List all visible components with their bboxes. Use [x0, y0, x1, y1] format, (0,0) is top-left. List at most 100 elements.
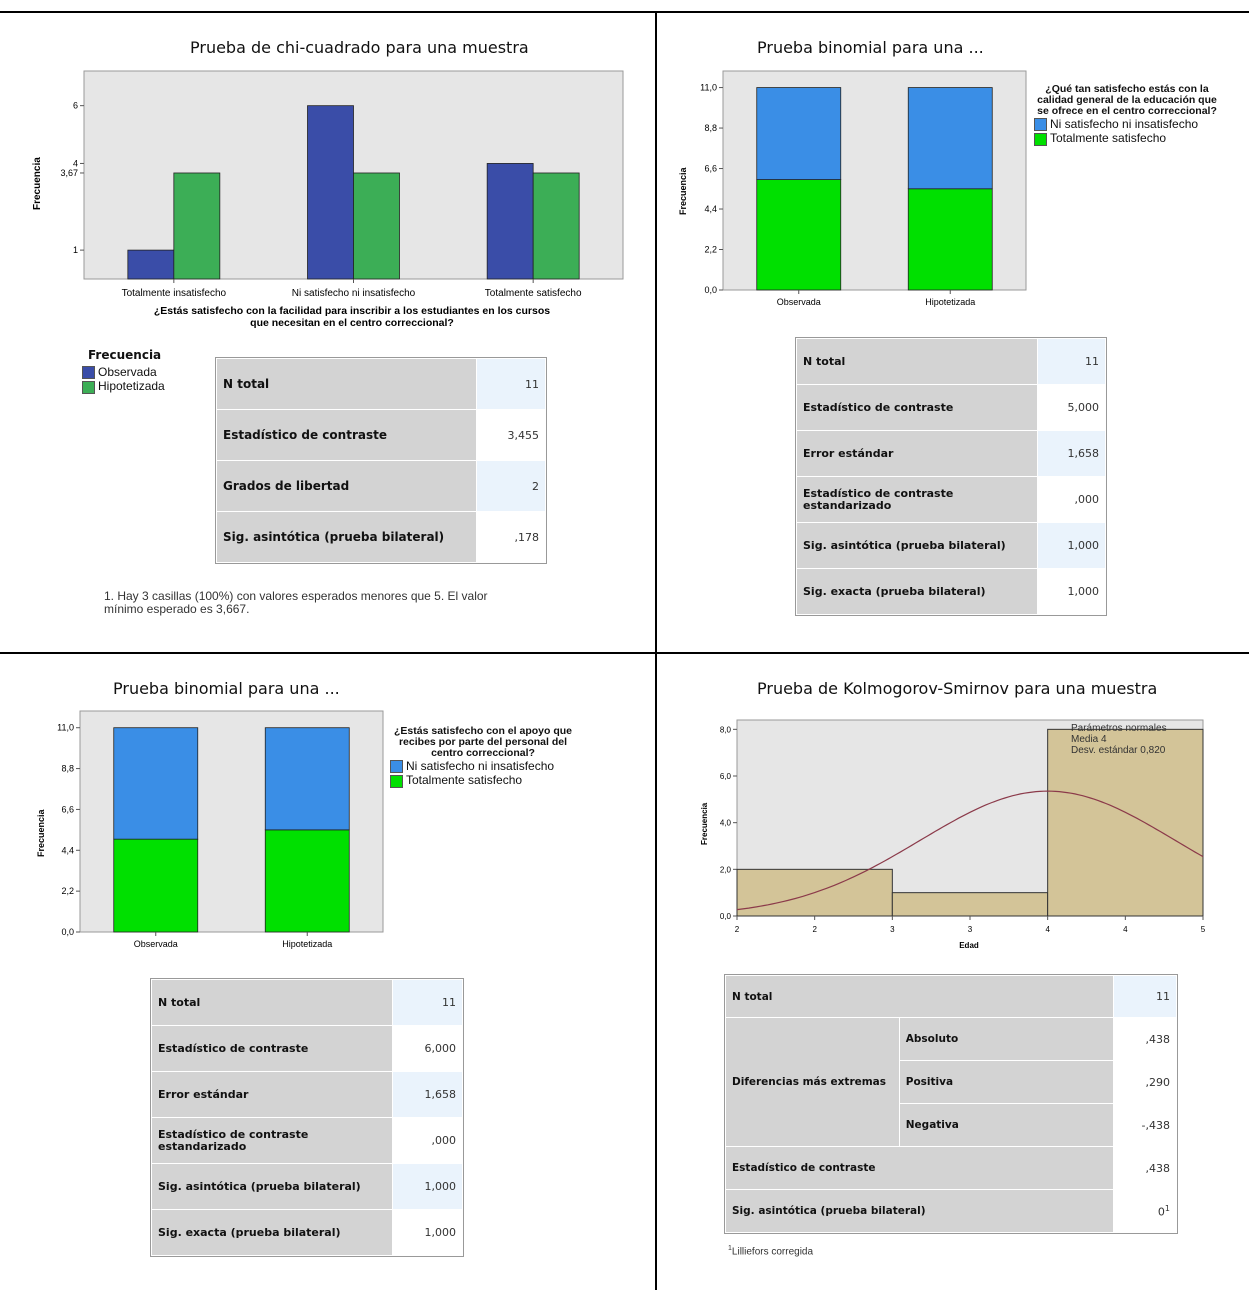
stacked-bar-segment: [264, 727, 350, 831]
chi-xtick-label: Ni satisfecho ni insatisfecho: [292, 288, 416, 299]
chi-bar: [127, 249, 175, 280]
chi-ytick-label: 3,67: [60, 168, 78, 178]
chi-xlabel-line1: ¿Estás satisfecho con la facilidad para …: [154, 305, 550, 317]
chi-ytick-label: 1: [73, 245, 78, 255]
chi-chart: 1 3,674 6 Totalmente insatisfecho Ni satisfe…: [32, 70, 624, 329]
stat-label: Sig. exacta (prueba bilateral): [151, 1209, 393, 1256]
binom1-chart: 0,0 2,2 4,4 6,6 8,8 11,0 Observada Hipotetizada…: [678, 70, 1027, 307]
stat-value: -,438: [1112, 1103, 1178, 1147]
stat-value: 11: [476, 358, 546, 410]
binom2-legend-blue-label: Ni satisfecho ni insatisfecho: [406, 759, 555, 773]
stack-ytick-label: 2,2: [61, 886, 74, 896]
stat-label: N total: [796, 338, 1038, 385]
table-row: Sig. exacta (prueba bilateral) 1,000: [151, 1209, 463, 1256]
table-row: Negativa -,438: [726, 1103, 1178, 1147]
table-row: Grados de libertad 2: [216, 460, 546, 512]
stack-ytick-label: 11,0: [700, 83, 717, 93]
stat-value: 1,000: [392, 1209, 463, 1256]
sig-value: 0: [1157, 1205, 1165, 1219]
stat-value: 1,000: [1037, 522, 1106, 569]
table-row: Diferencias más extremas Absoluto ,438: [725, 1017, 1178, 1147]
stat-label: Sig. asintótica (prueba bilateral): [796, 522, 1038, 569]
stack-xtick-label: Observada: [134, 939, 178, 949]
chi-xtick-label: Totalmente satisfecho: [485, 288, 582, 299]
stat-sublabel: Negativa: [898, 1103, 1114, 1147]
stat-sublabel: Absoluto: [898, 1017, 1114, 1061]
stack-xtick-label: Hipotetizada: [282, 939, 332, 949]
chi-ytick-label: 4: [73, 158, 78, 168]
binom2-legend-blue: Ni satisfecho ni insatisfecho: [390, 759, 590, 774]
stat-label: Grados de libertad: [216, 460, 477, 512]
ks-xtick-label: 2: [735, 925, 740, 934]
stat-label: Sig. asintótica (prueba bilateral): [725, 1189, 1114, 1233]
binom1-legend-title: ¿Qué tan satisfecho estás con la calidad…: [1037, 83, 1217, 117]
binom1-legend-blue-label: Ni satisfecho ni insatisfecho: [1050, 117, 1199, 131]
green-swatch: [390, 774, 403, 788]
binom2-stats-table: N total 11 Estadístico de contraste 6,000 Er…: [150, 978, 464, 1257]
binom2-legend: ¿Estás satisfecho con el apoyo que recib…: [390, 726, 590, 788]
table-row: Estadístico de contraste 3,455: [216, 409, 546, 461]
ks-ytick-label: 0,0: [720, 912, 732, 921]
ks-ytick-label: 4,0: [720, 819, 732, 828]
table-row: Sig. asintótica (prueba bilateral) 1,000: [796, 522, 1106, 569]
hypothesized-swatch: [82, 380, 95, 394]
stat-label: Estadístico de contraste: [151, 1025, 393, 1072]
table-row: Error estándar 1,658: [796, 430, 1106, 477]
binom2-legend-green: Totalmente satisfecho: [390, 773, 590, 788]
chi-legend-hypothesized-label: Hipotetizada: [98, 379, 165, 394]
ks-ytick-label: 8,0: [720, 725, 732, 734]
stat-label: Diferencias más extremas: [725, 1017, 900, 1147]
stat-value: ,000: [1037, 476, 1106, 523]
stack-ytick-label: 6,6: [61, 804, 74, 814]
table-row: Error estándar 1,658: [151, 1071, 463, 1118]
ks-footnote-marker: 1: [728, 1245, 732, 1252]
table-row: Estadístico de contraste estandarizado ,0…: [796, 476, 1106, 523]
binom2-legend-green-label: Totalmente satisfecho: [406, 773, 523, 788]
ks-normal-curve: [736, 790, 1204, 911]
chi-bar: [486, 163, 534, 280]
table-row: Sig. asintótica (prueba bilateral) ,178: [216, 511, 546, 563]
stat-label: Estadístico de contraste estandarizado: [151, 1117, 393, 1164]
ks-stats-table: N total 11 Diferencias más extremas Absolu…: [724, 974, 1178, 1234]
stat-label: Estadístico de contraste: [796, 384, 1038, 431]
ks-xtick-label: 5: [1201, 925, 1206, 934]
ks-params-mean: Media 4: [1071, 734, 1107, 745]
chi-bar: [353, 172, 400, 280]
chi-bar: [532, 172, 580, 280]
binom1-legend: ¿Qué tan satisfecho estás con la calidad…: [1034, 84, 1234, 146]
table-row: Sig. asintótica (prueba bilateral) 01: [725, 1189, 1178, 1233]
stacked-bar-segment: [907, 87, 993, 190]
stat-value: 1,000: [392, 1163, 463, 1210]
chi-footnote-line1: 1. Hay 3 casillas (100%) con valores esp…: [104, 589, 488, 603]
ks-params-sd: Desv. estándar 0,820: [1071, 745, 1166, 756]
blue-swatch: [390, 760, 403, 774]
chi-bar: [307, 105, 354, 280]
blue-swatch: [1034, 118, 1047, 132]
chi-legend: Frecuencia Observada Hipotetizada: [82, 348, 165, 394]
stat-label: Sig. asintótica (prueba bilateral): [216, 511, 477, 563]
stat-label: N total: [216, 358, 477, 410]
stat-value: 11: [1112, 975, 1178, 1018]
vertical-divider: [655, 11, 657, 1290]
stack-xtick-label: Hipotetizada: [925, 297, 975, 307]
binom1-legend-green-label: Totalmente satisfecho: [1050, 131, 1167, 146]
table-row: Estadístico de contraste ,438: [725, 1146, 1178, 1190]
table-row: Sig. exacta (prueba bilateral) 1,000: [796, 568, 1106, 615]
binom2-chart: 0,0 2,2 4,4 6,6 8,8 11,0 Observada Hipotetizada…: [36, 710, 384, 949]
ks-footnote: 1Lilliefors corregida: [728, 1242, 813, 1258]
stat-value: 1,658: [392, 1071, 463, 1118]
stat-value: 2: [476, 460, 546, 512]
stat-label: Error estándar: [796, 430, 1038, 477]
stat-label: Sig. exacta (prueba bilateral): [796, 568, 1038, 615]
chi-legend-observed-label: Observada: [98, 365, 157, 379]
stat-value: 6,000: [392, 1025, 463, 1072]
stat-value: 3,455: [476, 409, 546, 461]
stat-label: Estadístico de contraste estandarizado: [796, 476, 1038, 523]
ks-xtick-label: 3: [968, 925, 973, 934]
ks-xlabel: Edad: [959, 941, 979, 950]
stat-label: Estadístico de contraste: [216, 409, 477, 461]
stacked-bar-segment: [264, 829, 350, 933]
ks-ytick-label: 2,0: [720, 865, 732, 874]
table-row: Positiva ,290: [726, 1060, 1178, 1104]
binom1-stats-table: N total 11 Estadístico de contraste 5,000 Er…: [795, 337, 1107, 616]
